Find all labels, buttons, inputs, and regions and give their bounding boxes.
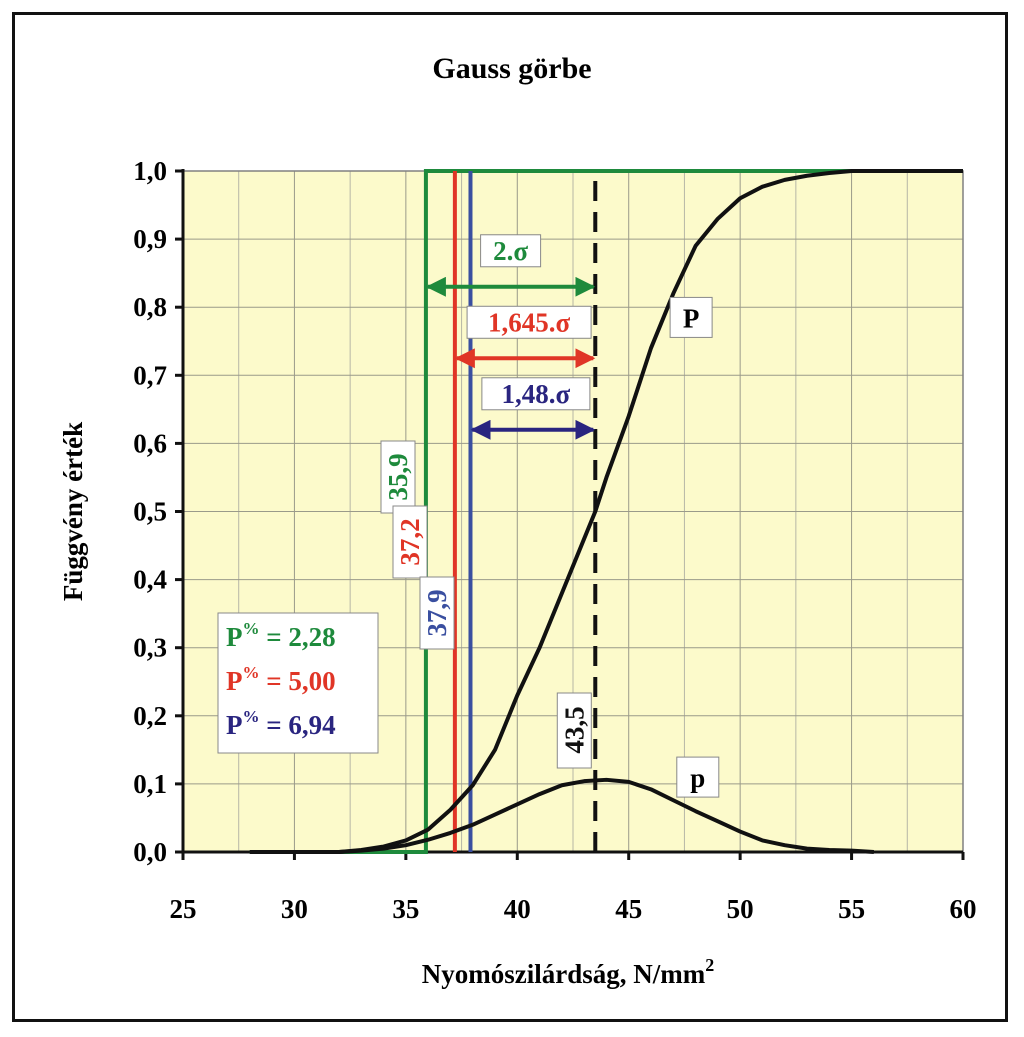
value-label-box	[380, 440, 416, 514]
mean-label-box	[556, 692, 592, 769]
chart-frame	[12, 12, 1008, 1022]
value-label-35,9: 35,9	[383, 453, 413, 500]
legend-entry: P% = 2,28	[226, 619, 336, 652]
sigma-label: 1,645.σ	[488, 307, 571, 337]
value-label-37,2: 37,2	[395, 518, 425, 565]
chart-title: Gauss görbe	[432, 52, 591, 85]
y-tick-label: 0,7	[133, 360, 167, 390]
y-axis-label: Függvény érték	[58, 422, 88, 601]
x-tick-label: 60	[950, 894, 977, 924]
y-tick-label: 0,4	[133, 565, 167, 595]
x-tick-label: 25	[170, 894, 197, 924]
y-tick-label: 0,2	[133, 701, 167, 731]
y-tick-label: 0,0	[133, 837, 167, 867]
y-tick-label: 0,6	[133, 428, 167, 458]
series-name-p: p	[690, 763, 705, 793]
y-tick-label: 0,3	[133, 633, 167, 663]
sigma-label-box	[480, 234, 542, 268]
x-tick-label: 40	[504, 894, 531, 924]
y-tick-label: 0,8	[133, 292, 167, 322]
x-tick-label: 30	[281, 894, 308, 924]
mean-label: 43,5	[559, 706, 589, 753]
sigma-label-box	[466, 305, 592, 339]
series-name-box	[676, 756, 720, 798]
value-label-37,9: 37,9	[422, 589, 452, 636]
x-tick-label: 50	[727, 894, 754, 924]
y-tick-label: 0,1	[133, 769, 167, 799]
y-tick-label: 0,9	[133, 224, 167, 254]
x-tick-label: 55	[838, 894, 865, 924]
legend-entry: P% = 6,94	[226, 707, 336, 740]
sigma-label: 1,48.σ	[502, 379, 571, 409]
sigma-label-box	[481, 377, 591, 411]
legend-entry: P% = 5,00	[226, 663, 336, 696]
y-tick-label: 0,5	[133, 497, 167, 527]
legend-box	[217, 612, 379, 754]
value-label-box	[392, 505, 428, 579]
x-tick-label: 35	[392, 894, 419, 924]
x-tick-label: 45	[615, 894, 642, 924]
series-name-P: P	[683, 303, 700, 333]
value-label-box	[419, 576, 455, 650]
series-line-p	[249, 777, 874, 854]
x-axis-label: Nyomószilárdság, N/mm2	[422, 955, 714, 989]
series-line-P	[249, 169, 963, 854]
series-name-box	[669, 296, 713, 338]
y-tick-label: 1,0	[133, 156, 167, 186]
sigma-label: 2.σ	[493, 236, 528, 266]
